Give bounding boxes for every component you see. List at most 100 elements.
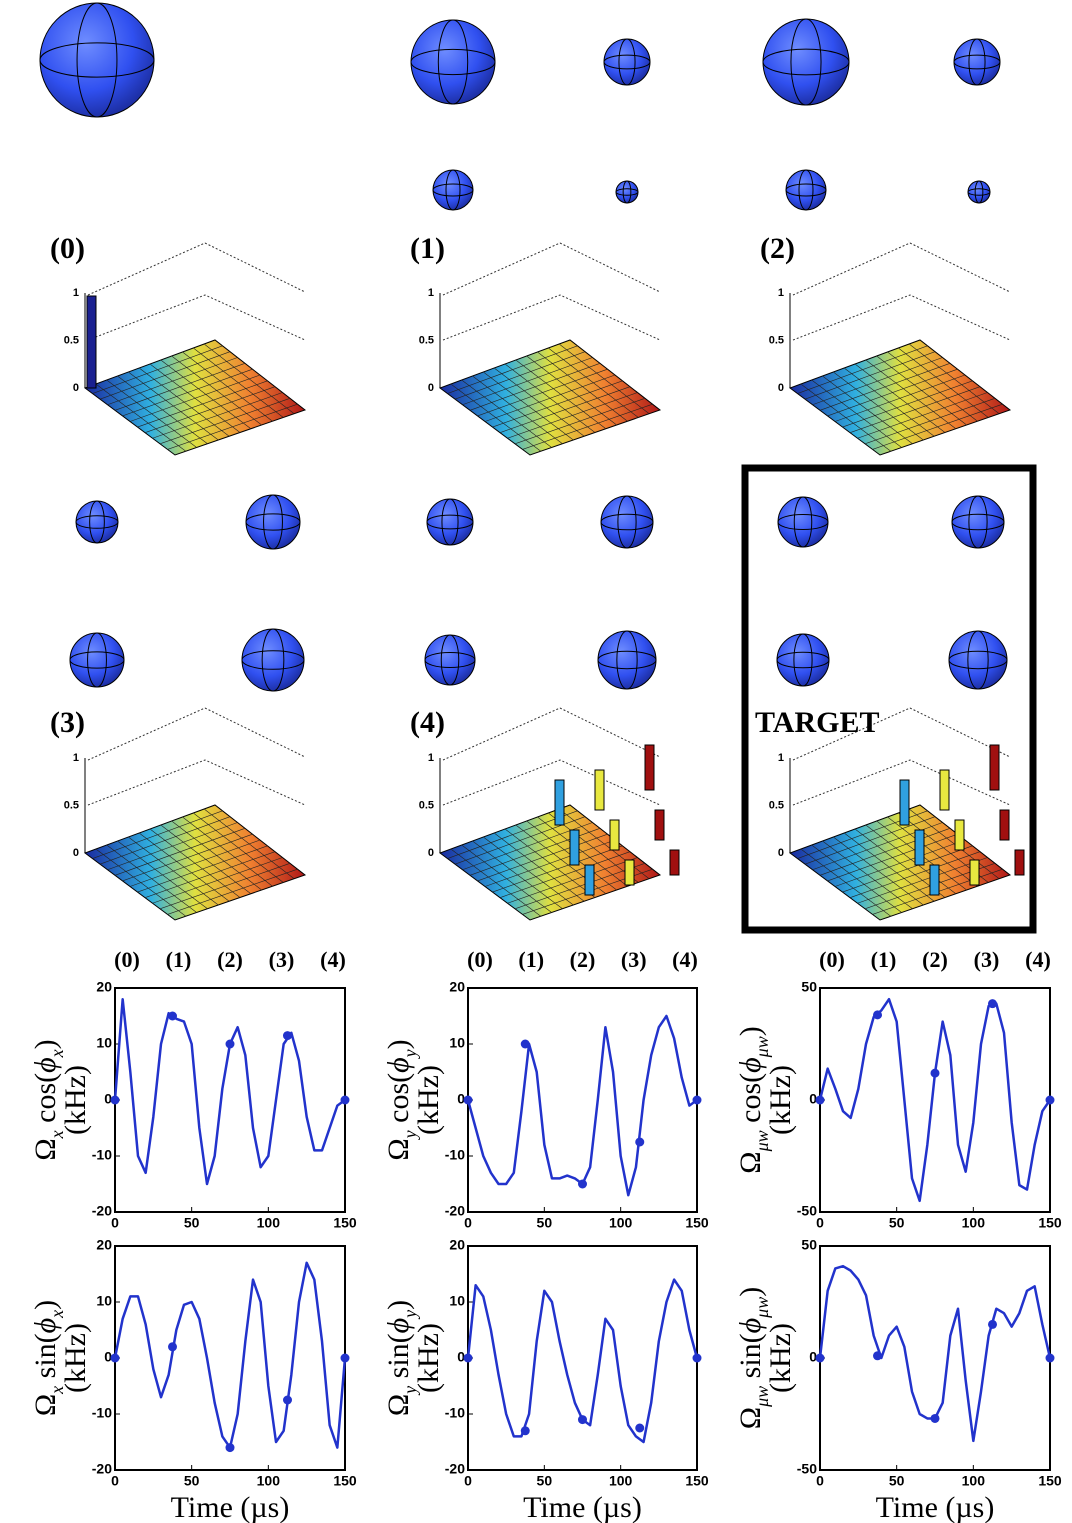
marker-label: (4) (1025, 947, 1051, 972)
marker (111, 1354, 120, 1363)
bar-panel (85, 243, 305, 455)
bar (990, 745, 999, 790)
x-tick-label: 0 (464, 1215, 472, 1231)
y-tick-label: 50 (801, 979, 817, 995)
y-label-part: ϕ (382, 1057, 415, 1073)
y-axis-unit: (kHz) (764, 1065, 797, 1135)
bar-panel (440, 243, 660, 455)
marker (931, 1069, 940, 1078)
marker (816, 1354, 825, 1363)
y-axis-unit: (kHz) (412, 1323, 445, 1393)
panel-label: (0) (50, 232, 85, 265)
z-tick-label: 0.5 (64, 799, 79, 811)
sphere (76, 501, 118, 543)
back-plane (793, 243, 1010, 295)
back-plane (443, 243, 660, 295)
back-plane (443, 295, 660, 340)
y-label-part: y (400, 1310, 420, 1320)
y-label-part: ) (382, 1300, 415, 1310)
x-tick-label: 0 (111, 1473, 119, 1489)
y-tick-label: -20 (445, 1203, 465, 1219)
sphere (968, 181, 990, 203)
marker-label: (1) (518, 947, 544, 972)
sphere (601, 496, 653, 548)
y-label-part: Ω (734, 1151, 767, 1173)
marker-label: (0) (819, 947, 845, 972)
marker-label: (2) (922, 947, 948, 972)
x-tick-label: 150 (333, 1215, 357, 1231)
y-label-part: cos( (382, 1073, 415, 1130)
x-tick-label: 50 (889, 1473, 905, 1489)
y-tick-label: -10 (445, 1147, 465, 1163)
line-series (115, 1263, 345, 1448)
figure: 00.51(0)00.51(1)00.51(2)00.51(3)00.51(4)… (0, 0, 1072, 1523)
z-tick-label: 0 (73, 847, 79, 859)
sphere (763, 19, 849, 105)
y-axis-unit: (kHz) (412, 1065, 445, 1135)
bar (570, 830, 579, 865)
x-tick-label: 50 (537, 1473, 553, 1489)
marker (988, 999, 997, 1008)
z-tick-label: 1 (73, 752, 79, 764)
marker (283, 1031, 292, 1040)
marker-label: (1) (166, 947, 192, 972)
panel-label: (3) (50, 706, 85, 739)
bar (645, 745, 654, 790)
y-label-part: sin( (29, 1333, 62, 1386)
marker-label: (4) (672, 947, 698, 972)
bar-panel (85, 708, 305, 920)
sphere (246, 495, 300, 549)
z-tick-label: 1 (428, 287, 434, 299)
marker-label: (1) (871, 947, 897, 972)
marker (168, 1012, 177, 1021)
x-tick-label: 0 (464, 1473, 472, 1489)
z-tick-label: 0.5 (64, 334, 79, 346)
sphere (954, 39, 1000, 85)
bar (930, 865, 939, 895)
y-axis-unit: (kHz) (59, 1323, 92, 1393)
y-label-part: ) (382, 1039, 415, 1049)
marker (988, 1320, 997, 1329)
sphere (433, 170, 473, 210)
y-label-part: ϕ (734, 1057, 767, 1073)
panel-label: TARGET (755, 706, 879, 739)
back-plane (793, 295, 1010, 340)
y-label-part: x (47, 1049, 67, 1058)
bar (610, 820, 619, 850)
marker (1046, 1354, 1055, 1363)
y-label-part: ) (734, 1287, 767, 1297)
x-tick-label: 150 (1038, 1215, 1062, 1231)
y-tick-label: -20 (92, 1461, 112, 1477)
sphere (949, 631, 1007, 689)
y-tick-label: -50 (797, 1203, 817, 1219)
z-tick-label: 0 (778, 382, 784, 394)
bar (87, 296, 96, 388)
y-label-part: ϕ (382, 1318, 415, 1334)
marker (341, 1354, 350, 1363)
z-tick-label: 0.5 (419, 334, 434, 346)
x-tick-label: 0 (816, 1473, 824, 1489)
y-tick-label: 10 (449, 1293, 465, 1309)
bar (970, 860, 979, 885)
y-label-part: cos( (734, 1073, 767, 1130)
marker-label: (2) (217, 947, 243, 972)
x-tick-label: 100 (609, 1215, 633, 1231)
y-label-part: x (47, 1310, 67, 1319)
bar (955, 820, 964, 850)
z-tick-label: 0 (73, 382, 79, 394)
bar (655, 810, 664, 840)
back-plane (443, 708, 660, 760)
y-label-part: Ω (29, 1138, 62, 1160)
sphere (777, 634, 829, 686)
y-label-part: ) (29, 1300, 62, 1310)
z-tick-label: 0.5 (419, 799, 434, 811)
y-tick-label: 10 (96, 1293, 112, 1309)
x-axis-label: Time (µs) (876, 1491, 995, 1523)
y-label-part: μw (752, 1036, 772, 1058)
sphere (786, 170, 826, 210)
y-tick-label: 20 (96, 1237, 112, 1253)
z-tick-label: 0 (428, 847, 434, 859)
back-plane (88, 760, 305, 805)
y-label-part: Ω (382, 1138, 415, 1160)
z-tick-label: 0.5 (769, 334, 784, 346)
